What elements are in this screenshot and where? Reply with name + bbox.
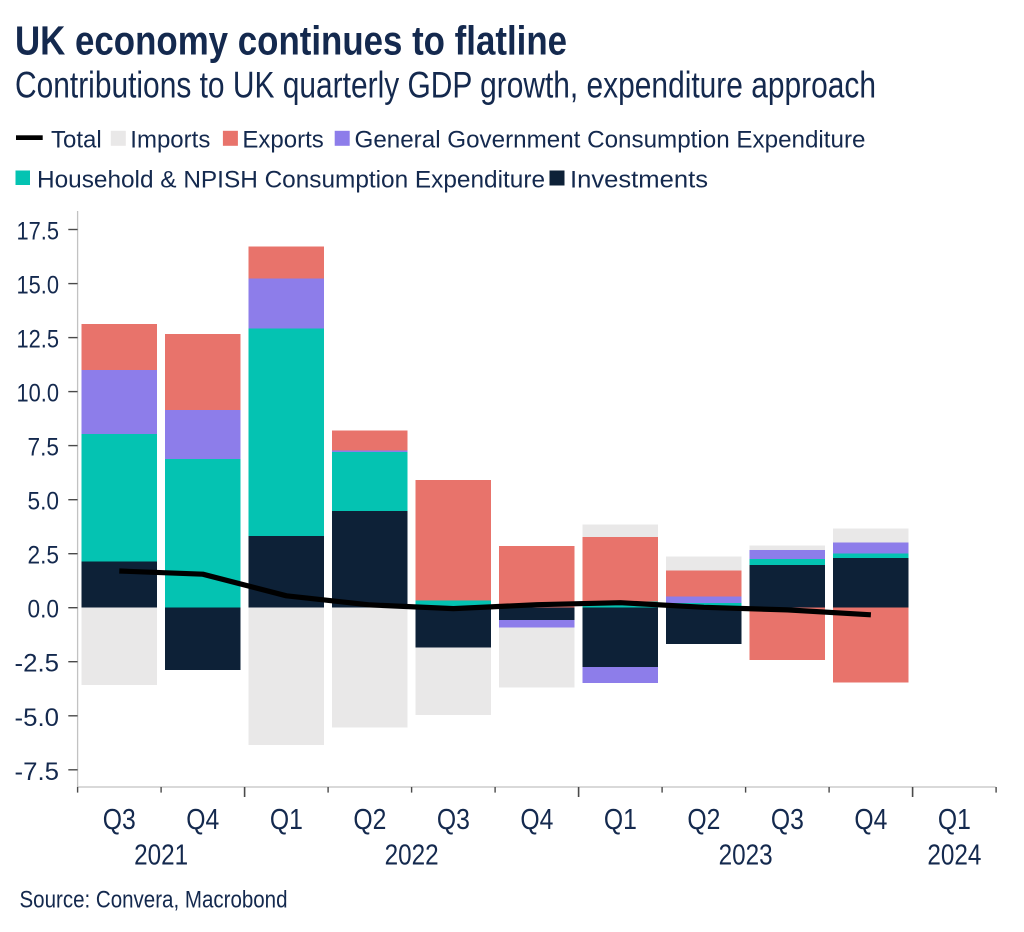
svg-text:12.5: 12.5 — [17, 326, 60, 354]
svg-text:Q4: Q4 — [520, 804, 553, 836]
svg-text:Q2: Q2 — [687, 804, 720, 836]
svg-text:Exports: Exports — [242, 126, 323, 153]
svg-text:7.5: 7.5 — [28, 434, 60, 462]
svg-text:0.0: 0.0 — [28, 596, 60, 624]
svg-text:-2.5: -2.5 — [15, 650, 60, 678]
svg-text:2021: 2021 — [134, 839, 188, 871]
svg-text:Q2: Q2 — [353, 804, 386, 836]
svg-text:2023: 2023 — [719, 839, 773, 871]
svg-text:Q3: Q3 — [103, 804, 136, 836]
svg-text:Q1: Q1 — [938, 804, 971, 836]
svg-text:UK economy continues to flatli: UK economy continues to flatline — [15, 18, 567, 64]
svg-text:Q1: Q1 — [604, 804, 637, 836]
svg-text:Household & NPISH Consumption: Household & NPISH Consumption Expenditur… — [37, 166, 545, 193]
svg-text:2022: 2022 — [385, 839, 439, 871]
svg-text:-5.0: -5.0 — [15, 704, 60, 732]
svg-text:Contributions to UK quarterly: Contributions to UK quarterly GDP growth… — [15, 65, 876, 106]
svg-text:Q1: Q1 — [270, 804, 303, 836]
svg-text:5.0: 5.0 — [28, 488, 60, 516]
svg-text:Q3: Q3 — [437, 804, 470, 836]
svg-text:Q3: Q3 — [771, 804, 804, 836]
svg-text:Q4: Q4 — [186, 804, 219, 836]
svg-text:Imports: Imports — [130, 126, 210, 153]
svg-text:17.5: 17.5 — [17, 218, 60, 246]
svg-text:Total: Total — [51, 126, 102, 153]
svg-text:Source: Convera, Macrobond: Source: Convera, Macrobond — [20, 886, 288, 913]
svg-text:-7.5: -7.5 — [15, 758, 60, 786]
svg-text:Q4: Q4 — [854, 804, 887, 836]
svg-text:General Government Consumption: General Government Consumption Expenditu… — [355, 126, 866, 153]
svg-text:2024: 2024 — [927, 839, 981, 871]
svg-text:2.5: 2.5 — [28, 542, 60, 570]
svg-text:Investments: Investments — [570, 166, 708, 193]
svg-text:15.0: 15.0 — [17, 272, 60, 300]
svg-text:10.0: 10.0 — [17, 380, 60, 408]
